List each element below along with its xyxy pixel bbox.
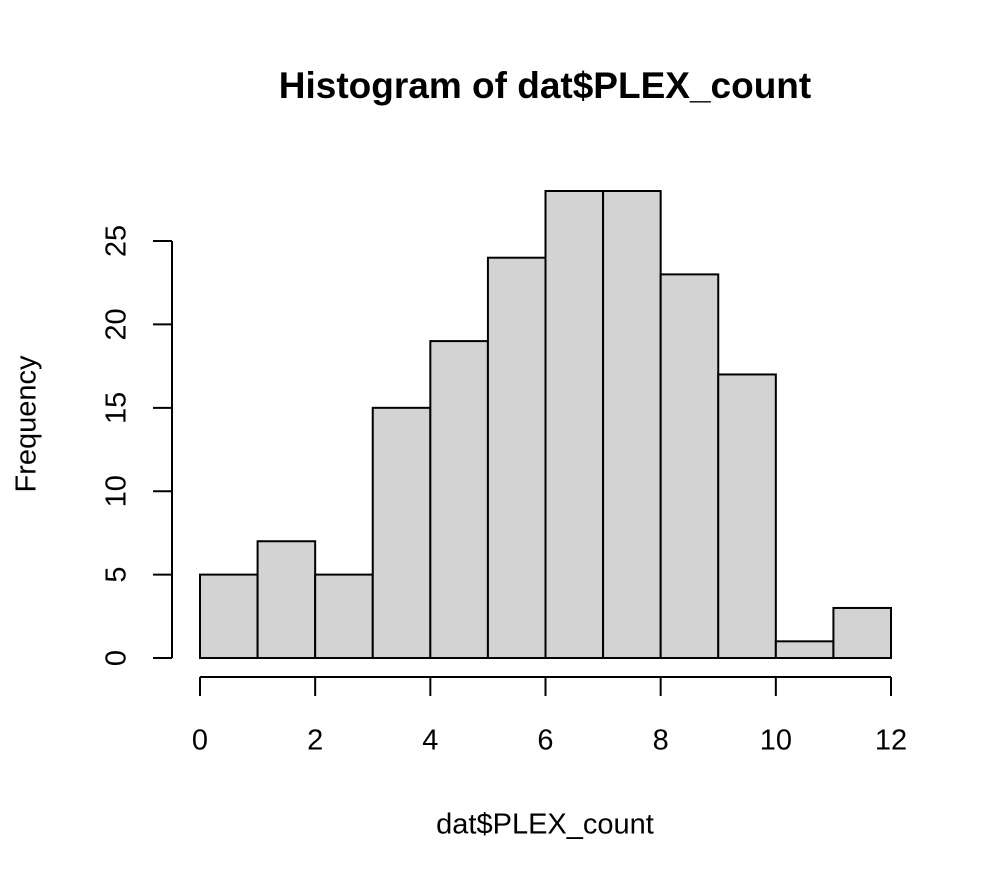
bar — [199, 573, 259, 659]
bar — [371, 406, 432, 660]
x-tick-label: 8 — [653, 725, 669, 757]
bar — [717, 373, 777, 659]
bar — [256, 540, 317, 659]
bar — [544, 190, 605, 659]
x-tick-label: 12 — [875, 725, 907, 757]
y-tick-label: 5 — [101, 567, 133, 583]
y-tick-label: 0 — [101, 650, 133, 666]
bar — [486, 256, 547, 659]
y-tick-label: 15 — [101, 392, 133, 424]
bar — [774, 640, 835, 659]
bar — [659, 273, 720, 659]
bar — [602, 190, 662, 659]
y-axis-label: Frequency — [11, 355, 43, 493]
bar — [429, 340, 489, 659]
x-tick-label: 2 — [307, 725, 323, 757]
chart-title: Histogram of dat$PLEX_count — [279, 65, 811, 106]
bar — [314, 573, 374, 659]
x-tick-label: 0 — [192, 725, 208, 757]
bar — [832, 606, 893, 660]
y-tick-label: 10 — [101, 475, 133, 507]
x-tick-label: 4 — [422, 725, 438, 757]
x-tick-label: 10 — [760, 725, 792, 757]
x-axis-label: dat$PLEX_count — [436, 809, 654, 841]
y-tick-label: 25 — [101, 225, 133, 257]
x-tick-label: 6 — [537, 725, 553, 757]
y-tick-label: 20 — [101, 308, 133, 340]
